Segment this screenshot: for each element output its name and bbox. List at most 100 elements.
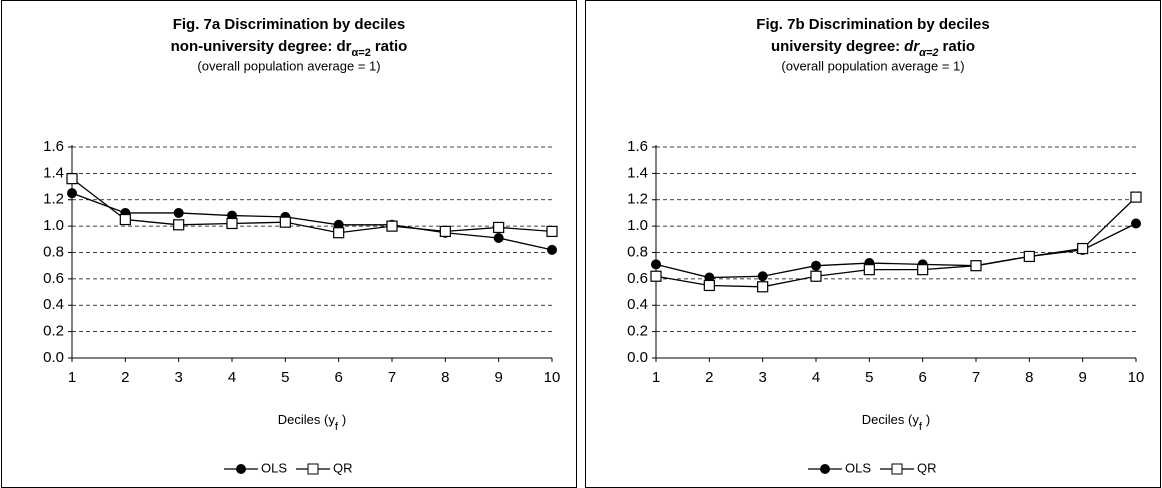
y-tick-label: 0.6 xyxy=(627,270,648,287)
chart-subtitle: (overall population average = 1) xyxy=(197,58,380,73)
y-tick-label: 1.0 xyxy=(43,217,64,234)
marker xyxy=(66,173,78,185)
x-tick-label: 4 xyxy=(812,369,820,386)
marker xyxy=(226,217,238,230)
text-part: f xyxy=(919,421,923,433)
x-axis-label: Deciles (yf) xyxy=(862,412,930,432)
x-tick-label: 1 xyxy=(68,369,76,386)
x-tick-label: 2 xyxy=(705,369,713,386)
marker xyxy=(703,279,715,292)
marker xyxy=(810,270,822,282)
series-line xyxy=(655,222,1137,279)
x-tick-label: 7 xyxy=(388,369,396,386)
marker xyxy=(1130,191,1142,203)
text-part: f xyxy=(335,421,339,433)
x-tick-label: 5 xyxy=(865,369,873,386)
y-tick-label: 0.4 xyxy=(627,296,648,313)
text-part: ) xyxy=(926,412,930,427)
x-tick-label: 4 xyxy=(228,369,236,386)
chart-panel: Fig. 7b Discrimination by deciles univers… xyxy=(585,0,1161,488)
text-part: ratio xyxy=(943,38,976,55)
y-tick-label: 1.6 xyxy=(627,138,648,155)
marker xyxy=(279,216,291,228)
x-tick-label: 8 xyxy=(1025,369,1033,386)
y-tick-label: 1.4 xyxy=(43,164,64,181)
y-tick-label: 0.6 xyxy=(43,270,64,287)
x-tick-label: 9 xyxy=(494,369,502,386)
series-line xyxy=(655,196,1137,288)
y-tick-label: 0.8 xyxy=(43,243,64,260)
x-tick-label: 6 xyxy=(918,369,926,386)
marker xyxy=(173,219,185,231)
marker xyxy=(650,270,662,282)
legend-marker xyxy=(307,463,319,475)
x-tick-label: 8 xyxy=(441,369,449,386)
marker xyxy=(757,271,768,282)
chart-title-line: non-university degree: drα=2 ratio xyxy=(171,38,408,59)
marker xyxy=(970,260,982,272)
legend-marker xyxy=(891,463,903,475)
marker xyxy=(811,260,821,271)
marker xyxy=(119,213,131,226)
legend-label: OLS xyxy=(845,460,871,475)
text-part: α=2 xyxy=(352,47,371,59)
y-tick-label: 0.8 xyxy=(627,243,648,260)
text-part: Deciles (y xyxy=(862,412,920,427)
legend-label: OLS xyxy=(261,460,287,475)
marker xyxy=(386,220,398,232)
marker xyxy=(493,221,505,234)
marker xyxy=(757,281,769,293)
marker xyxy=(173,207,184,218)
chart-panel: Fig. 7a Discrimination by deciles non-uni… xyxy=(1,0,577,488)
chart-title-line: university degree: drα=2 ratio xyxy=(771,38,975,59)
y-tick-label: 0.2 xyxy=(627,323,648,340)
marker xyxy=(493,232,504,243)
x-axis-label: Deciles (yf) xyxy=(278,412,346,432)
y-tick-label: 1.6 xyxy=(43,138,64,155)
marker xyxy=(333,227,345,239)
series-line xyxy=(71,192,553,251)
text-part: Deciles (y xyxy=(278,412,336,427)
marker xyxy=(1131,218,1141,229)
marker xyxy=(1077,242,1089,255)
marker xyxy=(863,264,875,276)
x-tick-label: 1 xyxy=(652,369,660,386)
marker xyxy=(439,225,451,237)
chart-title: Fig. 7b Discrimination by deciles xyxy=(756,16,989,33)
chart-subtitle: (overall population average = 1) xyxy=(781,58,964,73)
text-part: ) xyxy=(342,412,346,427)
text-part: ratio xyxy=(375,38,408,55)
y-tick-label: 0.0 xyxy=(43,349,64,366)
x-tick-label: 2 xyxy=(121,369,129,386)
marker xyxy=(67,188,77,199)
x-tick-label: 7 xyxy=(972,369,980,386)
x-tick-label: 3 xyxy=(174,369,182,386)
x-tick-label: 10 xyxy=(1128,369,1145,386)
y-tick-label: 0.4 xyxy=(43,296,64,313)
x-tick-label: 3 xyxy=(758,369,766,386)
y-tick-label: 0.0 xyxy=(627,349,648,366)
x-tick-label: 10 xyxy=(544,369,561,386)
text-part: α=2 xyxy=(919,47,938,59)
series-line xyxy=(71,178,553,234)
marker xyxy=(547,244,557,255)
text-part: dr xyxy=(904,38,920,55)
y-tick-label: 0.2 xyxy=(43,323,64,340)
legend-marker xyxy=(820,464,830,474)
legend-marker xyxy=(236,464,246,474)
text-part: non-university degree: dr xyxy=(171,38,352,55)
x-tick-label: 6 xyxy=(334,369,342,386)
legend-label: QR xyxy=(333,460,353,475)
y-tick-label: 1.4 xyxy=(627,164,648,181)
legend-label: QR xyxy=(917,460,937,475)
chart-title: Fig. 7a Discrimination by deciles xyxy=(173,16,406,33)
marker xyxy=(546,225,558,237)
text-part: university degree: xyxy=(771,38,900,55)
y-tick-label: 1.2 xyxy=(627,191,648,208)
marker xyxy=(917,264,929,276)
x-tick-label: 5 xyxy=(281,369,289,386)
y-tick-label: 1.2 xyxy=(43,191,64,208)
y-tick-label: 1.0 xyxy=(627,217,648,234)
x-tick-label: 9 xyxy=(1078,369,1086,386)
